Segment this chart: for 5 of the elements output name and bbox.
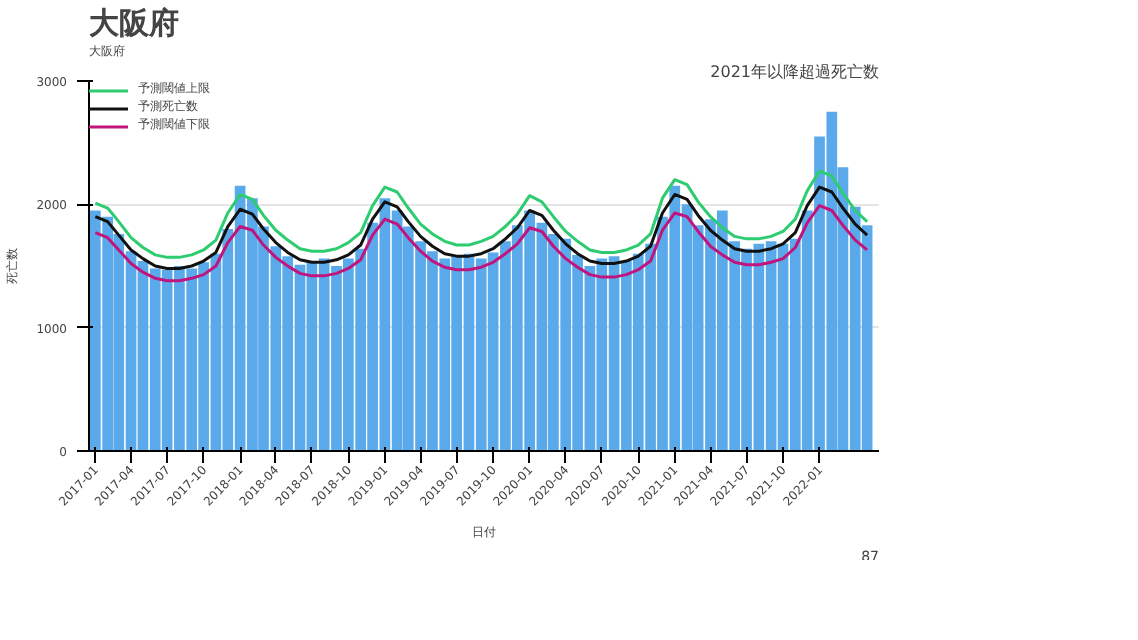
line-series [93,185,869,270]
text: 2021年以降超過死亡数 [710,63,879,81]
line-series [93,204,869,283]
line-series [93,169,869,259]
chart-title: 大阪府 [89,5,179,41]
